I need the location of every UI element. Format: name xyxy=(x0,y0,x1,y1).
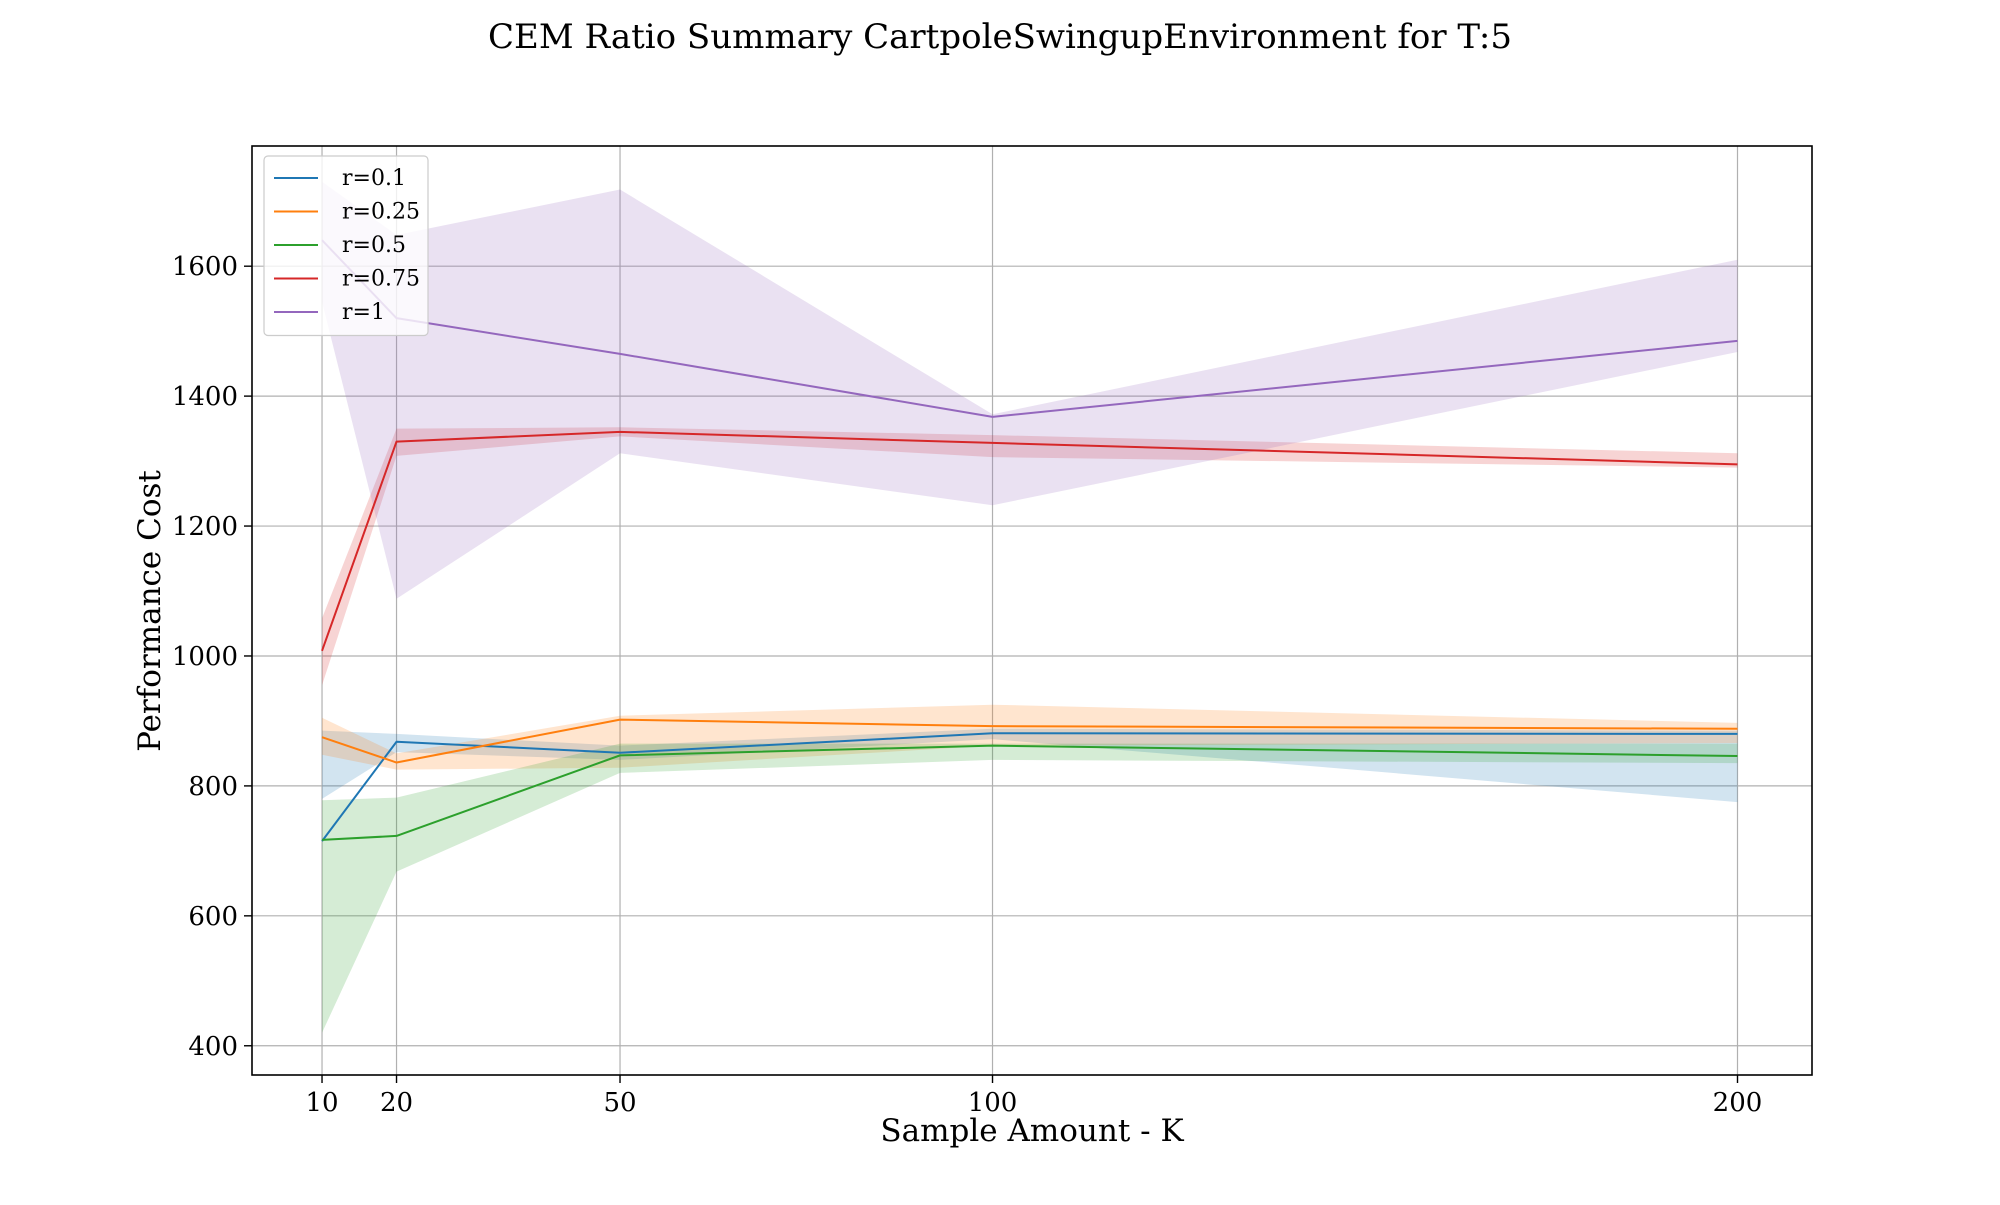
x-tick-label: 20 xyxy=(380,1088,413,1118)
confidence-bands xyxy=(322,181,1738,1033)
plot-area-frame xyxy=(251,145,1813,1076)
legend-label-3: r=0.75 xyxy=(342,267,420,292)
legend-box xyxy=(263,155,429,337)
y-tick-label: 400 xyxy=(188,1032,238,1062)
series-lines xyxy=(321,239,1738,842)
confidence-band-0 xyxy=(322,728,1738,803)
x-axis-ticks: 10 20 50 100 200 xyxy=(305,1075,1762,1118)
x-tick-label: 100 xyxy=(968,1088,1018,1118)
legend: r=0.1 r=0.25 r=0.5 r=0.75 r=1 xyxy=(263,155,429,337)
series-line-3 xyxy=(321,430,1738,652)
series-line-2 xyxy=(321,744,1738,841)
confidence-band-4 xyxy=(322,181,1738,599)
grid-lines xyxy=(252,146,1812,1075)
x-axis-label: Sample Amount - K xyxy=(880,1113,1184,1149)
x-tick-label: 50 xyxy=(603,1088,636,1118)
x-tick-label: 10 xyxy=(305,1088,338,1118)
series-line-1 xyxy=(321,718,1738,764)
legend-label-2: r=0.5 xyxy=(342,233,406,258)
series-line-0 xyxy=(321,732,1738,842)
y-axis-label: Performance Cost xyxy=(132,470,168,752)
y-tick-label: 600 xyxy=(188,902,238,932)
y-tick-label: 1400 xyxy=(172,382,238,412)
legend-label-4: r=1 xyxy=(342,300,385,325)
y-tick-label: 800 xyxy=(188,772,238,802)
legend-label-0: r=0.1 xyxy=(342,166,406,191)
x-tick-label: 200 xyxy=(1713,1088,1763,1118)
y-tick-label: 1000 xyxy=(172,642,238,672)
y-tick-label: 1600 xyxy=(172,252,238,282)
y-tick-label: 1200 xyxy=(172,512,238,542)
confidence-band-3 xyxy=(322,427,1738,686)
y-axis-ticks: 400 600 800 1000 1200 1400 1600 xyxy=(172,252,252,1062)
chart-title: CEM Ratio Summary CartpoleSwingupEnviron… xyxy=(488,17,1512,57)
legend-label-1: r=0.25 xyxy=(342,200,420,225)
